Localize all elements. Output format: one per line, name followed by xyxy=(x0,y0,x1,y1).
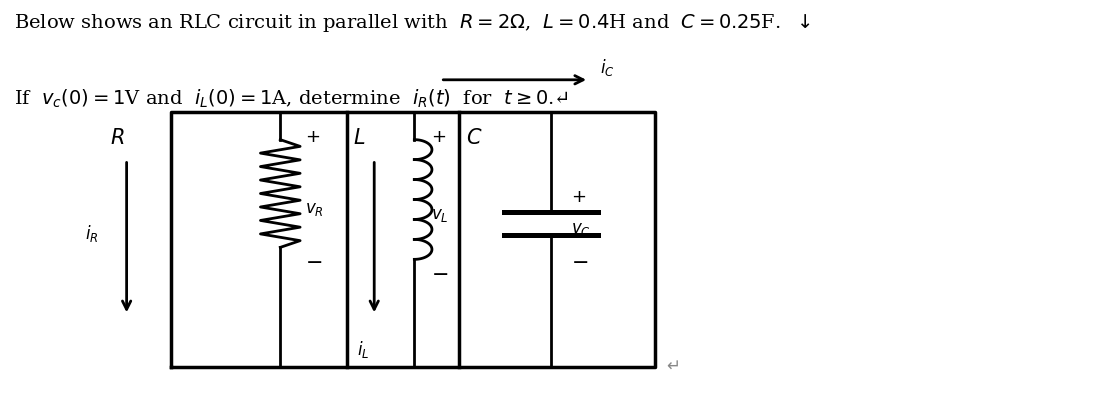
Text: $R$: $R$ xyxy=(110,128,124,148)
Text: $C$: $C$ xyxy=(466,128,482,148)
Text: ↵: ↵ xyxy=(666,357,680,375)
Text: $v_L$: $v_L$ xyxy=(430,207,448,225)
Text: $-$: $-$ xyxy=(305,251,321,271)
Text: $i_L$: $i_L$ xyxy=(357,339,370,360)
Text: $i_R$: $i_R$ xyxy=(86,223,99,244)
Text: $+$: $+$ xyxy=(571,188,586,205)
Text: $+$: $+$ xyxy=(305,128,319,146)
Text: $i_C$: $i_C$ xyxy=(600,57,614,78)
Text: $v_C$: $v_C$ xyxy=(571,221,591,239)
Text: If  $v_c(0) = 1$V and  $i_L(0) = 1$A, determine  $i_R(t)$  for  $t \geq 0$.↵: If $v_c(0) = 1$V and $i_L(0) = 1$A, dete… xyxy=(14,88,569,110)
Text: $v_R$: $v_R$ xyxy=(305,201,324,219)
Text: $+$: $+$ xyxy=(430,128,446,146)
Text: Below shows an RLC circuit in parallel with  $R = 2\Omega$,  $L = 0.4$H and  $C : Below shows an RLC circuit in parallel w… xyxy=(14,12,811,34)
Text: $-$: $-$ xyxy=(430,263,448,283)
Text: $L$: $L$ xyxy=(353,128,366,148)
Text: $-$: $-$ xyxy=(571,251,588,271)
